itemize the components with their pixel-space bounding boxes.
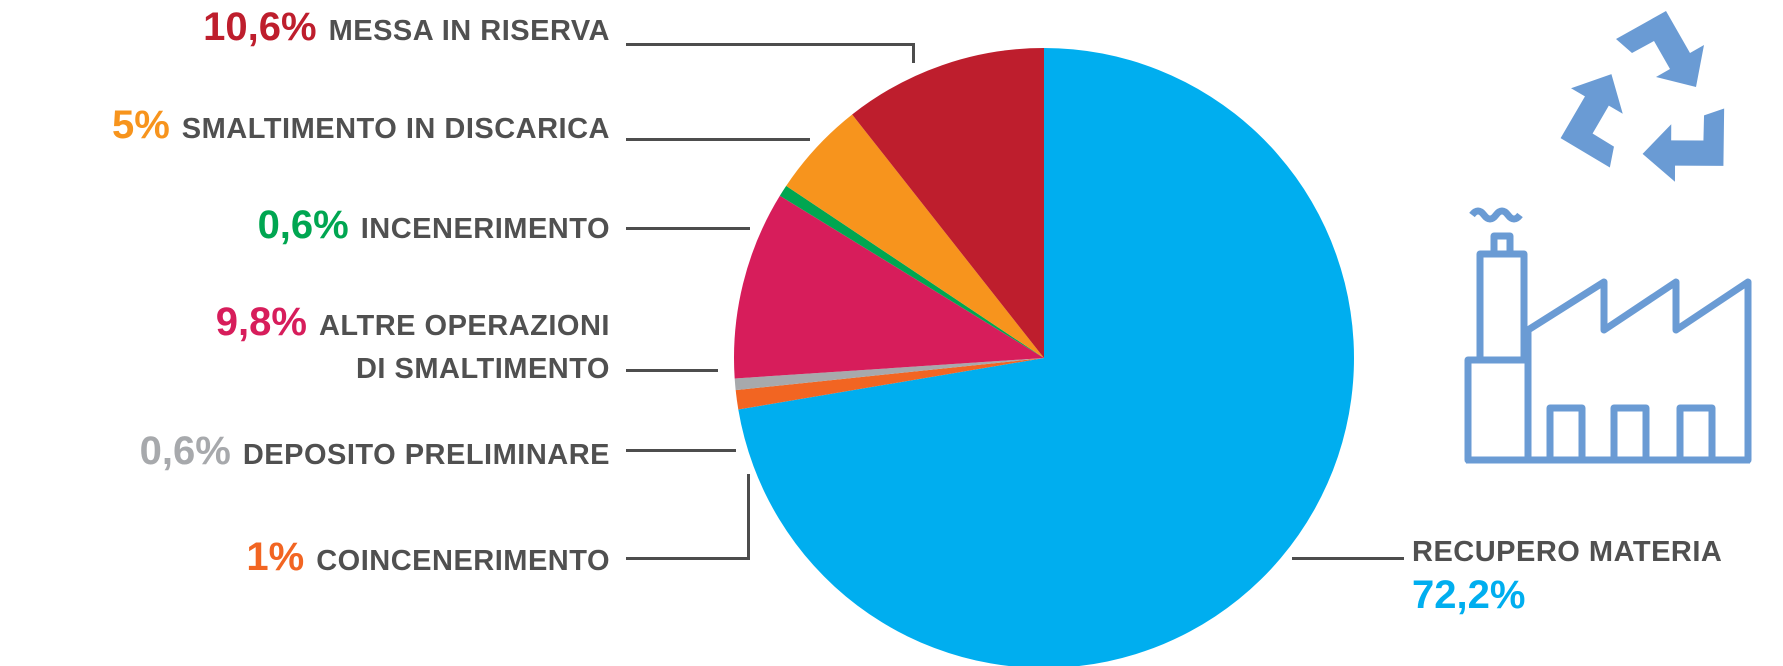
leader-line-messa-in-riserva — [912, 43, 915, 63]
pie-slice-incenerimento — [779, 185, 1044, 358]
pie-slice-recupero-materia — [738, 48, 1354, 666]
leader-line-coincenerimento — [747, 474, 750, 560]
label-altre-operazioni: 9,8% ALTRE OPERAZIONI DI SMALTIMENTO — [215, 300, 610, 393]
pie-slice-messa-in-riserva — [852, 48, 1044, 358]
category-label-line-2: DI SMALTIMENTO — [355, 353, 610, 385]
factory-icon — [1464, 207, 1752, 464]
category-label: DEPOSITO PRELIMINARE — [242, 439, 610, 471]
leader-line-incenerimento — [626, 227, 750, 230]
pie-slice-coincenerimento — [735, 358, 1044, 410]
category-label: SMALTIMENTO IN DISCARICA — [181, 113, 610, 145]
percent-value: 0,6% — [139, 429, 231, 473]
pie-slice-smaltimento-in-discarica — [786, 114, 1044, 359]
label-smaltimento-in-discarica: 5% SMALTIMENTO IN DISCARICA — [112, 103, 610, 148]
category-label: COINCENERIMENTO — [316, 545, 610, 577]
category-label: RECUPERO MATERIA — [1412, 536, 1723, 568]
leader-line-deposito-preliminare — [626, 449, 736, 452]
pie-slice-altre-operazioni-di-smaltimento — [734, 195, 1044, 379]
category-label: MESSA IN RISERVA — [328, 15, 610, 47]
category-label: INCENERIMENTO — [360, 213, 610, 245]
leader-line-coincenerimento — [626, 557, 750, 560]
leader-line-smaltimento-in-discarica — [626, 138, 810, 141]
category-label-line-1: ALTRE OPERAZIONI — [318, 310, 610, 342]
leader-line-altre-operazioni — [626, 369, 718, 372]
label-coincenerimento: 1% COINCENERIMENTO — [246, 535, 610, 580]
percent-value: 10,6% — [203, 5, 317, 49]
label-deposito-preliminare: 0,6% DEPOSITO PRELIMINARE — [140, 429, 610, 474]
percent-value: 0,6% — [257, 203, 349, 247]
label-messa-in-riserva: 10,6% MESSA IN RISERVA — [203, 5, 610, 50]
label-recupero-materia: RECUPERO MATERIA 72,2% — [1412, 536, 1722, 618]
recycle-icon — [1541, 11, 1749, 199]
percent-value: 5% — [111, 103, 170, 147]
leader-line-recupero-materia — [1292, 557, 1404, 560]
percent-value: 72,2% — [1412, 573, 1526, 617]
percent-value: 1% — [246, 535, 305, 579]
label-incenerimento: 0,6% INCENERIMENTO — [258, 203, 610, 248]
leader-line-messa-in-riserva — [626, 43, 914, 46]
percent-value: 9,8% — [215, 300, 307, 344]
pie-slice-deposito-preliminare — [734, 358, 1044, 391]
